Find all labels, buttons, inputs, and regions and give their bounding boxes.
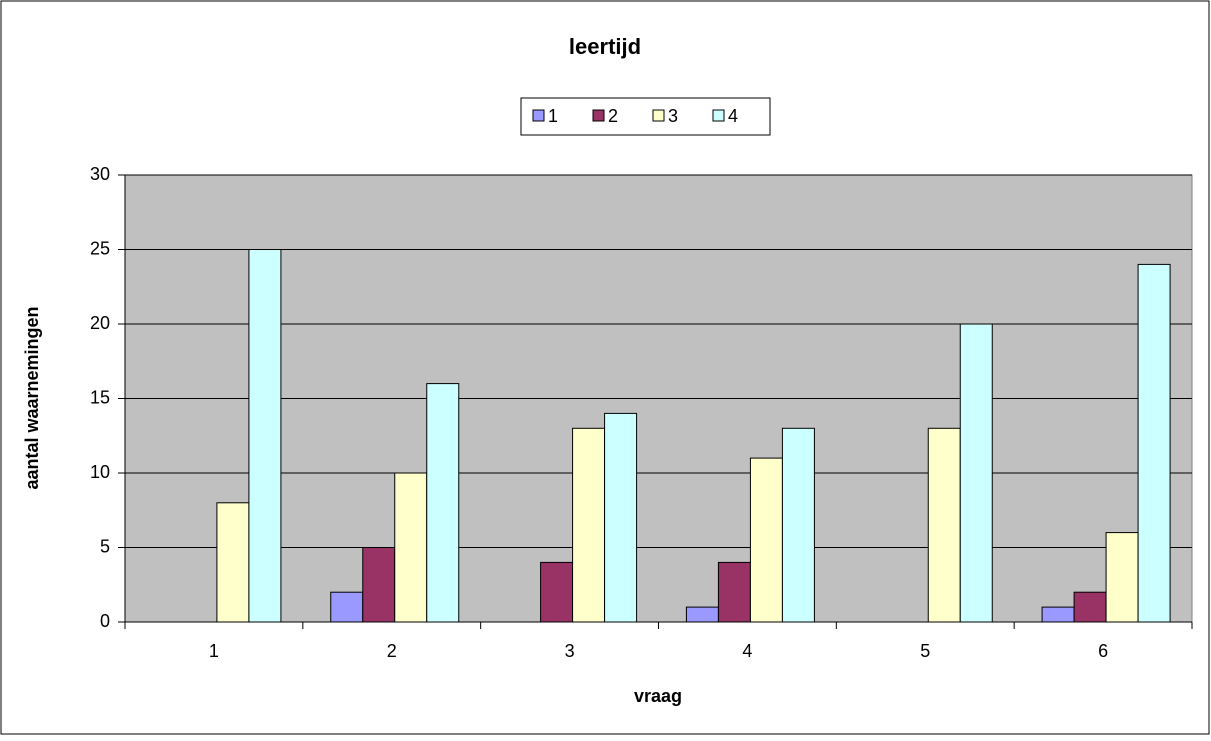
bar — [540, 561, 574, 623]
x-tick-label: 4 — [742, 641, 752, 661]
y-tick-label: 25 — [90, 238, 110, 258]
bar — [1041, 606, 1075, 623]
bar — [604, 412, 638, 623]
legend-swatch — [712, 109, 725, 122]
legend-swatch — [652, 109, 665, 122]
bar — [927, 427, 961, 623]
legend-swatch — [532, 109, 545, 122]
legend-swatch — [592, 109, 605, 122]
legend-label: 2 — [608, 106, 618, 126]
bar — [394, 472, 428, 623]
bar — [1073, 591, 1107, 623]
x-tick-label: 6 — [1098, 641, 1108, 661]
y-tick-label: 0 — [100, 611, 110, 631]
x-tick-label: 1 — [209, 641, 219, 661]
y-tick-label: 20 — [90, 313, 110, 333]
bar — [216, 502, 250, 623]
bar — [426, 383, 460, 623]
bar — [1137, 263, 1171, 623]
bar — [685, 606, 719, 623]
x-tick-label: 3 — [565, 641, 575, 661]
chart-title: leertijd — [569, 34, 641, 59]
bar — [248, 249, 282, 623]
x-tick-label: 5 — [920, 641, 930, 661]
y-tick-label: 15 — [90, 387, 110, 407]
bar — [959, 323, 993, 623]
legend-box — [520, 97, 771, 136]
legend-label: 3 — [668, 106, 678, 126]
bar — [717, 561, 751, 623]
y-tick-label: 30 — [90, 164, 110, 184]
bar — [572, 427, 606, 623]
y-axis-label: aantal waarnemingen — [22, 306, 42, 489]
y-tick-label: 10 — [90, 462, 110, 482]
bar — [781, 427, 815, 623]
x-axis-label: vraag — [634, 686, 682, 706]
y-tick-label: 5 — [100, 536, 110, 556]
x-tick-label: 2 — [387, 641, 397, 661]
bar — [1105, 532, 1139, 623]
legend-label: 4 — [728, 106, 738, 126]
bar — [749, 457, 783, 623]
bar — [362, 547, 396, 623]
legend-label: 1 — [548, 106, 558, 126]
bar — [330, 591, 364, 623]
